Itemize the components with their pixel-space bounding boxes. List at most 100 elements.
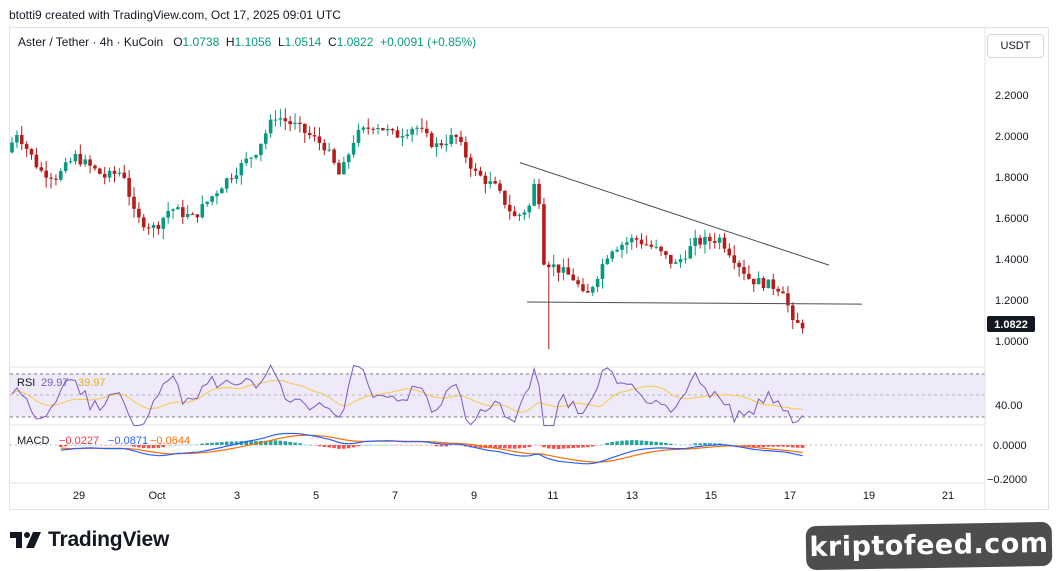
- macd-histogram-bar: [444, 445, 449, 447]
- candle-body: [512, 211, 517, 217]
- macd-histogram-bar: [766, 445, 771, 447]
- candle-body: [68, 161, 73, 163]
- price-tick-label: 1.2000: [995, 295, 1029, 307]
- tradingview-logo[interactable]: TradingView: [10, 528, 169, 552]
- macd-histogram-bar: [63, 445, 68, 447]
- candle-body: [405, 134, 410, 137]
- macd-histogram-bar: [93, 444, 97, 446]
- candle-body: [732, 255, 737, 263]
- candle-body: [337, 162, 341, 175]
- macd-histogram-bar: [556, 445, 561, 449]
- candle-body: [200, 204, 205, 218]
- candle-body: [146, 227, 151, 229]
- candle-body: [132, 196, 136, 209]
- macd-histogram-bar: [98, 445, 102, 446]
- macd-histogram-bar: [590, 445, 595, 447]
- rsi-value: 29.97: [41, 377, 69, 389]
- candle-body: [254, 155, 258, 158]
- candle-body: [449, 135, 453, 145]
- price-tick-label: 1.0000: [995, 336, 1029, 348]
- candle-body: [332, 149, 336, 163]
- macd-histogram-bar: [600, 444, 605, 446]
- candle-body: [15, 135, 19, 143]
- candle-body: [776, 288, 780, 292]
- macd-histogram-bar: [786, 445, 790, 447]
- macd-histogram-bar: [273, 440, 278, 445]
- candle-body: [298, 122, 302, 125]
- candle-body: [410, 128, 414, 135]
- candle-body: [59, 171, 63, 180]
- macd-histogram-bar: [473, 445, 478, 448]
- candle-body: [351, 142, 356, 155]
- macd-histogram-bar: [68, 445, 73, 446]
- candle-body: [561, 267, 566, 273]
- macd-histogram-bar: [117, 445, 122, 446]
- candle-body: [747, 273, 751, 279]
- candle-body: [278, 118, 283, 120]
- macd-histogram-bar: [527, 445, 532, 448]
- candle-body: [361, 127, 366, 130]
- candle-body: [542, 204, 546, 265]
- macd-histogram-bar: [151, 445, 156, 449]
- symbol-legend: Aster / Tether · 4h · KuCoin O1.0738 H1.…: [18, 35, 476, 49]
- candle-body: [356, 129, 361, 143]
- macd-histogram-bar: [83, 444, 87, 446]
- candle-body: [34, 154, 39, 168]
- candle-body: [712, 241, 717, 243]
- macd-histogram-bar: [410, 445, 414, 446]
- candle-body: [342, 162, 346, 175]
- open-label: O: [173, 35, 183, 49]
- price-tick-label: 2.0000: [995, 131, 1029, 143]
- macd-histogram-bar: [176, 444, 180, 446]
- macd-histogram-bar: [776, 445, 780, 447]
- macd-histogram-bar: [146, 445, 151, 449]
- candle-body: [273, 119, 278, 121]
- candle-body: [522, 212, 527, 215]
- currency-button[interactable]: USDT: [987, 34, 1044, 58]
- candles-group: [10, 108, 805, 350]
- candle-body: [571, 274, 575, 281]
- symbol-name: Aster / Tether · 4h · KuCoin: [18, 35, 164, 49]
- candle-body: [259, 143, 263, 156]
- candle-body: [429, 133, 434, 147]
- candle-body: [220, 188, 224, 194]
- candle-body: [473, 168, 478, 171]
- macd-histogram-bar: [190, 444, 195, 446]
- candle-body: [727, 248, 732, 256]
- macd-histogram-bar: [127, 445, 131, 446]
- candle-body: [717, 237, 722, 243]
- time-tick-label: 15: [705, 490, 717, 502]
- macd-histogram-bar: [664, 442, 668, 445]
- watermark-text: kriptofeed.com: [809, 527, 1049, 564]
- macd-label: MACD: [17, 435, 49, 447]
- macd-histogram-bar: [781, 445, 785, 447]
- macd-histogram-bar: [429, 445, 434, 447]
- macd-histogram-bar: [669, 443, 673, 445]
- candle-body: [664, 251, 668, 255]
- candle-body: [141, 217, 146, 228]
- time-tick-label: 11: [547, 490, 558, 502]
- candle-body: [185, 213, 190, 217]
- time-tick-label: 5: [313, 490, 319, 502]
- macd-histogram-bar: [288, 441, 292, 445]
- time-tick-label: 7: [392, 490, 398, 502]
- macd-histogram-bar: [522, 445, 527, 448]
- candle-body: [88, 159, 92, 166]
- macd-histogram-bar: [610, 441, 615, 445]
- macd-histogram-bar: [439, 445, 444, 447]
- candle-body: [371, 128, 375, 130]
- price-tick-label: 1.4000: [995, 254, 1029, 266]
- macd-histogram-bar: [346, 445, 351, 449]
- macd-axis-label-1: −0.2000: [987, 474, 1027, 486]
- candle-body: [742, 267, 746, 274]
- candle-body: [395, 130, 400, 138]
- candle-body: [176, 207, 180, 210]
- candle-body: [137, 208, 141, 218]
- macd-histogram-bar: [756, 445, 761, 447]
- candle-body: [468, 157, 473, 169]
- candle-body: [517, 214, 522, 217]
- macd-histogram-bar: [102, 445, 107, 446]
- candle-body: [586, 290, 590, 293]
- macd-histogram-bar: [747, 445, 751, 447]
- macd-histogram-bar: [434, 445, 439, 447]
